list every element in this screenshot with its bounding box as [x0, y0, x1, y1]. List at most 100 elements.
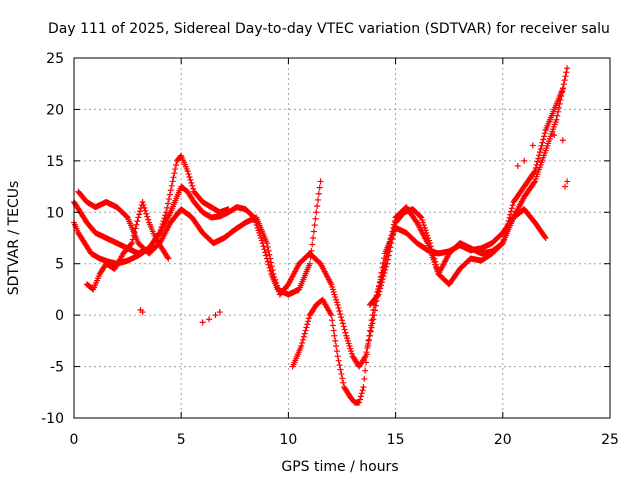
data-point: [168, 182, 175, 189]
data-point: [364, 343, 371, 349]
data-point: [382, 266, 389, 273]
data-point: [269, 267, 276, 274]
data-point: [432, 258, 439, 265]
data-point: [331, 332, 338, 339]
y-tick-label: -5: [50, 360, 64, 376]
data-point: [559, 85, 566, 92]
data-point: [164, 204, 171, 211]
data-point: [329, 317, 336, 324]
data-point: [310, 228, 317, 235]
data-point: [357, 396, 364, 403]
data-point: [314, 196, 321, 203]
data-point: [380, 273, 387, 280]
data-point: [531, 168, 538, 175]
data-point: [359, 387, 366, 394]
data-point: [309, 241, 316, 248]
x-tick-label: 10: [279, 432, 297, 448]
data-point: [274, 285, 281, 292]
data-point: [381, 269, 388, 276]
data-point: [166, 191, 173, 198]
data-point: [356, 399, 363, 406]
data-point: [329, 322, 336, 329]
data-point: [186, 174, 193, 181]
data-point: [137, 208, 144, 215]
data-point: [357, 393, 364, 400]
data-point: [199, 319, 206, 326]
data-point: [267, 255, 274, 262]
data-point: [305, 315, 312, 322]
data-point: [260, 243, 267, 250]
series-track-d: [289, 85, 566, 406]
data-point: [366, 332, 373, 339]
data-point: [184, 168, 191, 175]
data-point: [377, 285, 384, 292]
data-point: [338, 314, 345, 321]
data-point: [539, 139, 546, 146]
series-track-e: [366, 65, 571, 308]
data-point: [190, 185, 197, 192]
data-point: [303, 324, 310, 331]
data-point: [535, 155, 542, 162]
data-point: [554, 112, 561, 119]
data-point: [128, 241, 135, 248]
data-point: [312, 215, 319, 222]
y-tick-label: -10: [41, 411, 64, 427]
data-point: [378, 279, 385, 286]
data-point: [328, 312, 335, 319]
data-point: [267, 259, 274, 266]
data-point: [141, 204, 148, 211]
data-point: [514, 163, 521, 169]
data-point: [391, 223, 398, 230]
data-point: [564, 178, 571, 185]
data-point: [369, 312, 376, 319]
data-point: [333, 348, 340, 355]
data-point: [417, 213, 424, 220]
data-point: [335, 357, 342, 364]
data-point: [132, 225, 139, 232]
data-point: [165, 255, 172, 262]
data-point: [335, 304, 342, 311]
data-point: [508, 208, 515, 215]
data-point: [551, 132, 558, 139]
data-point: [555, 104, 562, 111]
y-tick-label: 15: [46, 154, 64, 170]
data-point: [363, 359, 370, 366]
data-point: [384, 256, 391, 263]
data-point: [542, 127, 549, 133]
data-point: [315, 190, 322, 197]
data-point: [338, 370, 345, 377]
data-point: [171, 170, 178, 177]
data-point: [216, 309, 223, 316]
data-point: [274, 282, 281, 289]
data-point: [134, 218, 141, 225]
x-tick-label: 5: [177, 432, 186, 448]
data-point: [317, 178, 324, 185]
data-point: [305, 318, 312, 325]
data-point: [310, 235, 317, 241]
data-point: [270, 271, 277, 277]
data-point: [430, 252, 437, 259]
data-point: [263, 240, 270, 247]
data-point: [332, 337, 339, 344]
data-point: [262, 249, 269, 256]
data-point: [563, 69, 570, 76]
data-point: [378, 282, 385, 289]
x-tick-label: 20: [494, 432, 512, 448]
data-point: [273, 279, 280, 286]
data-point: [140, 201, 147, 208]
data-point: [339, 375, 346, 382]
data-point: [390, 227, 397, 234]
data-point: [131, 229, 138, 236]
data-point: [541, 233, 548, 240]
data-point: [143, 210, 150, 217]
data-point: [165, 196, 172, 203]
data-point: [337, 366, 344, 373]
data-point: [314, 203, 321, 210]
data-point: [358, 390, 365, 397]
data-point: [534, 158, 541, 165]
y-tick-label: 25: [46, 51, 64, 67]
y-tick-label: 20: [46, 102, 64, 118]
data-point: [564, 65, 571, 72]
data-point: [561, 183, 568, 190]
data-point: [264, 244, 271, 250]
